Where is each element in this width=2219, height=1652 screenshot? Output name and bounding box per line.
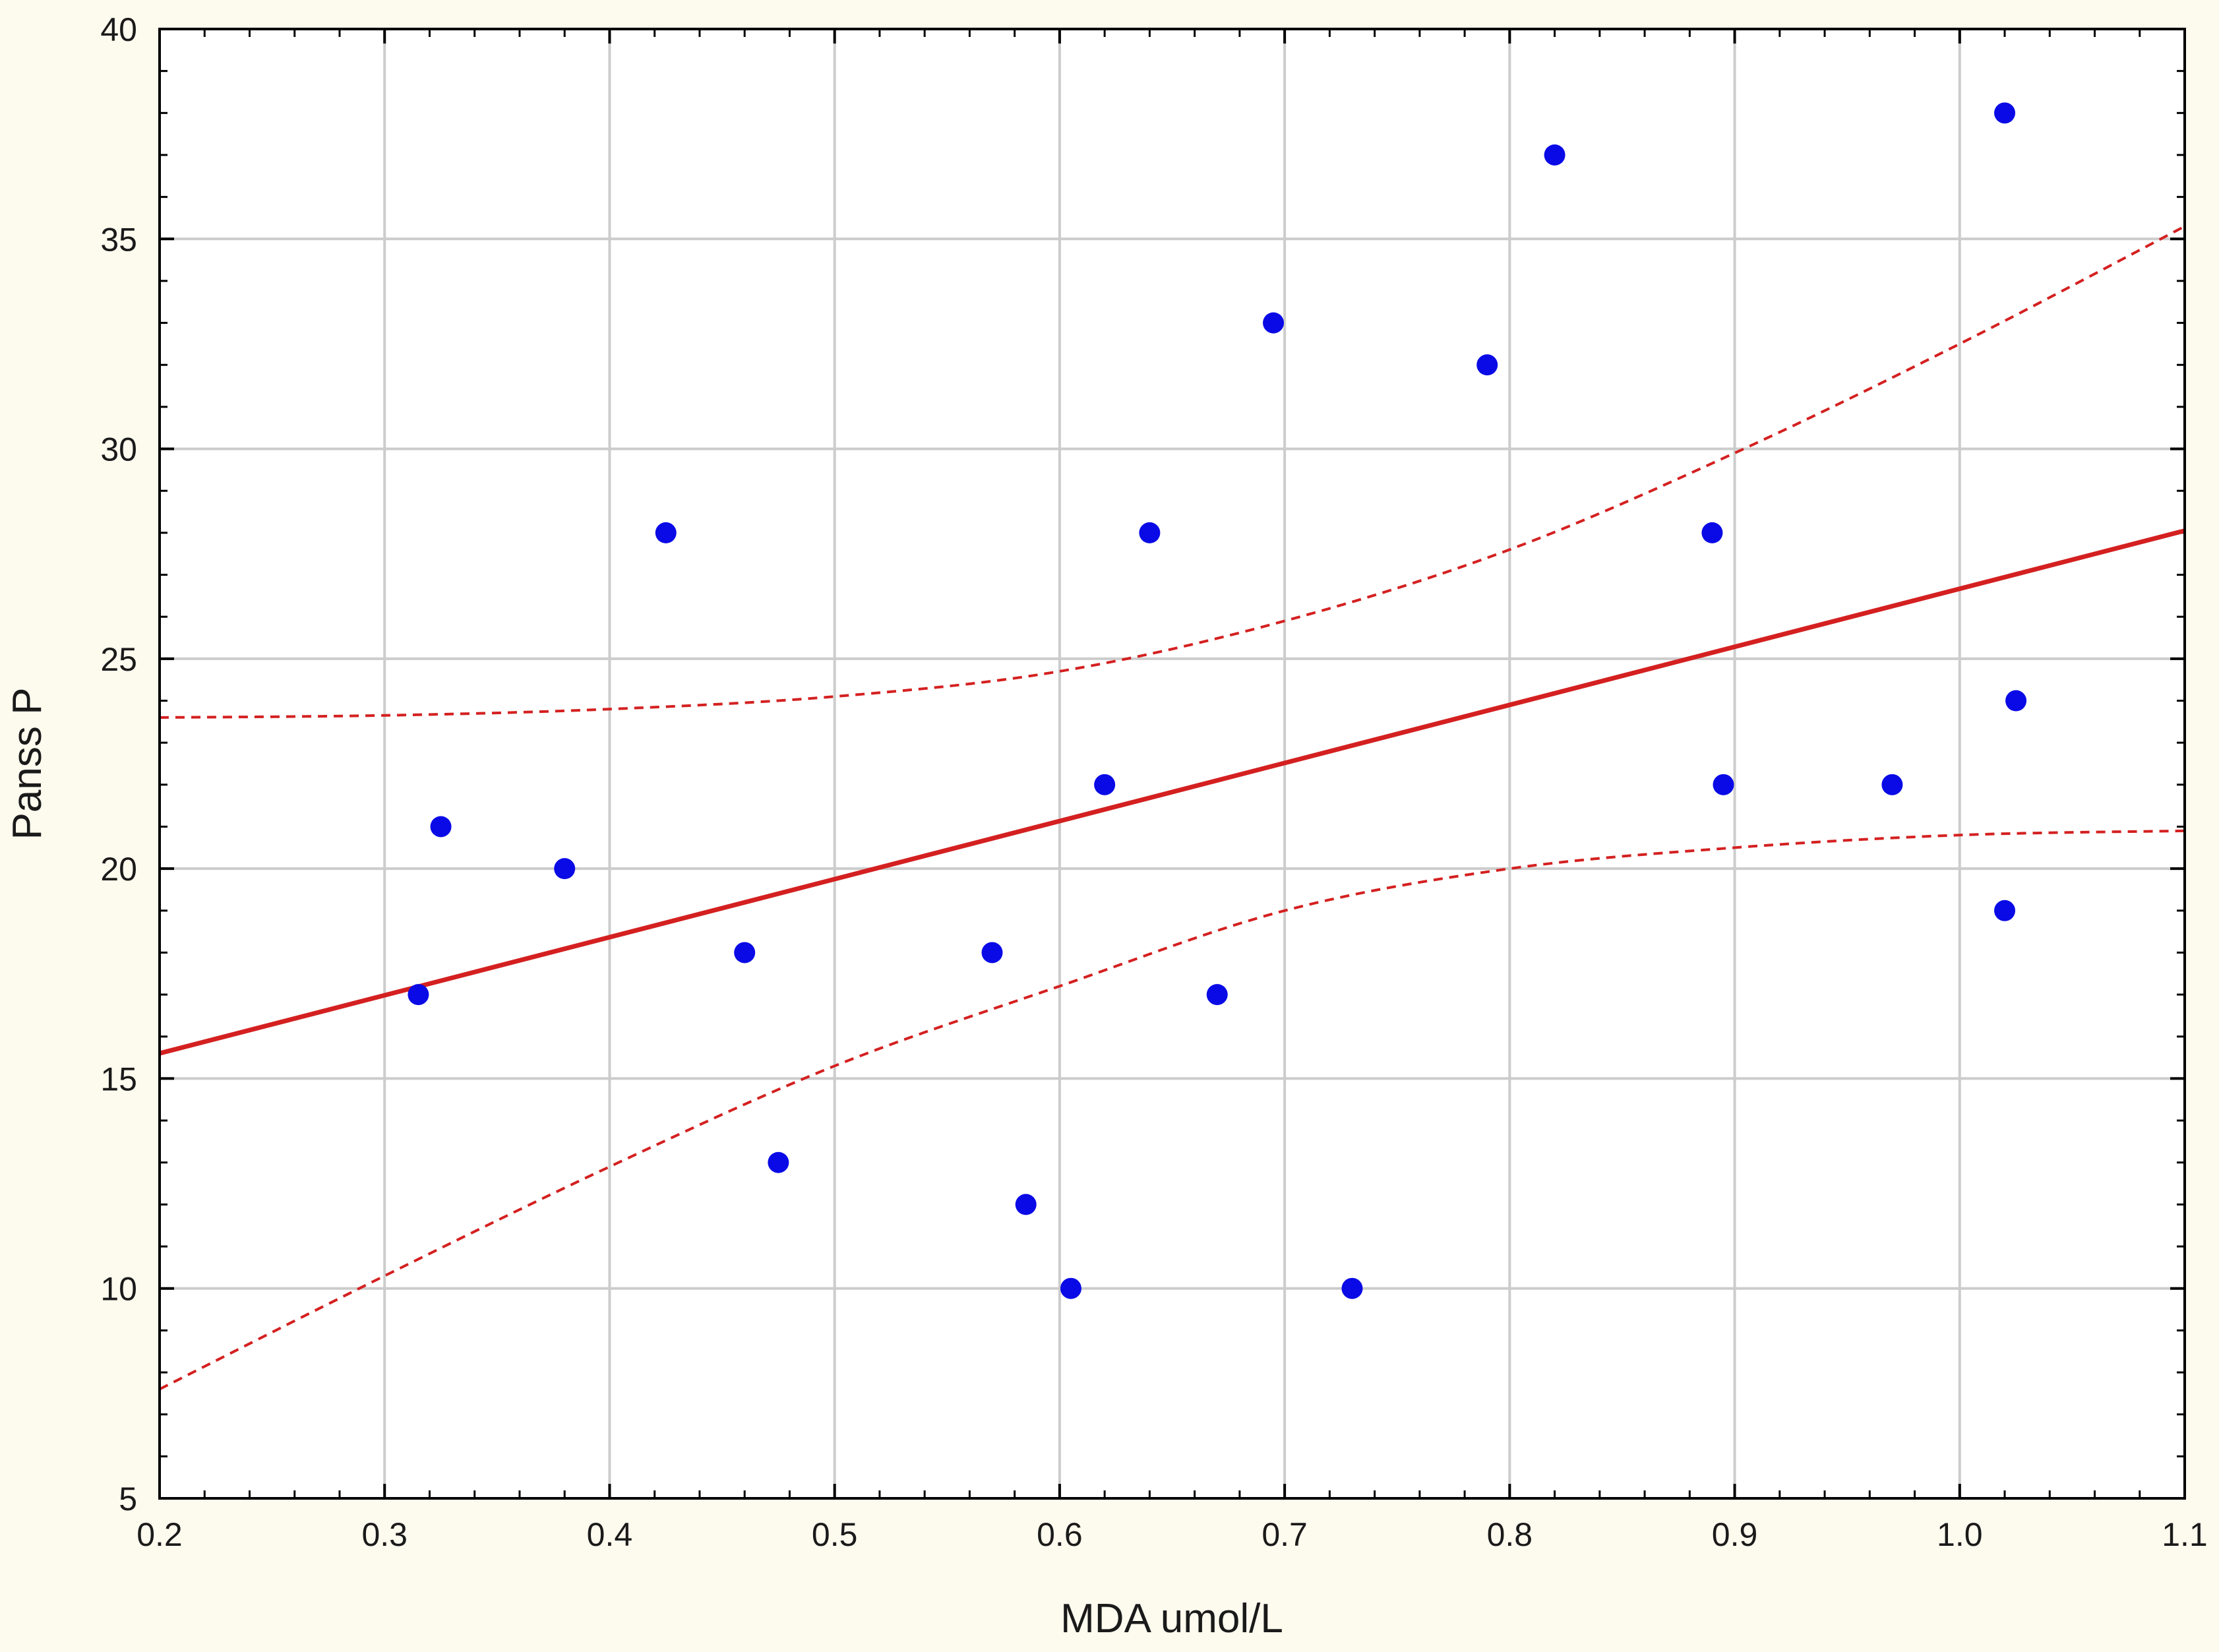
- data-point: [734, 942, 756, 964]
- x-axis-title: MDA umol/L: [1060, 1596, 1283, 1641]
- y-tick-label: 10: [100, 1271, 137, 1308]
- data-point: [1701, 522, 1723, 543]
- data-point: [1881, 774, 1903, 795]
- data-point: [768, 1151, 789, 1173]
- data-point: [408, 984, 429, 1006]
- data-point: [1994, 900, 2016, 921]
- x-tick-label: 0.7: [1261, 1516, 1308, 1553]
- y-tick-label: 25: [100, 641, 137, 678]
- y-tick-label: 15: [100, 1060, 137, 1097]
- regression-line-group: [159, 528, 2185, 1056]
- x-tick-label: 0.5: [812, 1516, 858, 1553]
- data-point: [1994, 102, 2016, 124]
- y-tick-labels: 5 10 15 20 25 30 35 40: [100, 11, 137, 1517]
- confidence-bands: [159, 225, 2185, 1391]
- x-tick-label: 0.6: [1037, 1516, 1083, 1553]
- y-tick-label: 30: [100, 431, 137, 468]
- x-tick-label: 0.9: [1712, 1516, 1758, 1553]
- data-point: [1476, 354, 1498, 376]
- data-point: [2005, 690, 2027, 712]
- x-tick-label: 1.1: [2162, 1516, 2208, 1553]
- confidence-upper-line: [159, 225, 2185, 719]
- x-tick-label: 0.3: [361, 1516, 408, 1553]
- y-tick-label: 5: [119, 1481, 137, 1517]
- confidence-lower-line: [159, 829, 2185, 1391]
- plot-area: [160, 29, 2185, 1498]
- data-point: [1713, 774, 1734, 795]
- data-point: [981, 942, 1003, 964]
- x-tick-label: 0.4: [587, 1516, 633, 1553]
- x-tick-labels: 0.2 0.3 0.4 0.5 0.6 0.7 0.8 0.9 1.0 1.1: [137, 1516, 2208, 1553]
- data-point: [554, 858, 576, 880]
- x-tick-label: 1.0: [1937, 1516, 1983, 1553]
- y-axis-title: Panss P: [5, 688, 50, 840]
- data-point: [1544, 144, 1565, 166]
- data-point: [1341, 1277, 1363, 1299]
- data-point: [1015, 1194, 1037, 1215]
- data-point: [1206, 984, 1228, 1006]
- x-tick-label: 0.2: [137, 1516, 183, 1553]
- regression-line: [159, 528, 2185, 1056]
- plot-frame: [158, 28, 2186, 1500]
- x-tick-label: 0.8: [1487, 1516, 1533, 1553]
- y-tick-label: 20: [100, 851, 137, 888]
- data-point: [655, 522, 677, 543]
- y-tick-label: 40: [100, 11, 137, 48]
- data-point: [1263, 312, 1285, 334]
- data-point: [430, 816, 452, 838]
- data-point: [1060, 1277, 1081, 1299]
- data-point: [1094, 774, 1116, 795]
- data-point: [1139, 522, 1161, 543]
- data-points: [408, 102, 2027, 1299]
- y-tick-label: 35: [100, 221, 137, 258]
